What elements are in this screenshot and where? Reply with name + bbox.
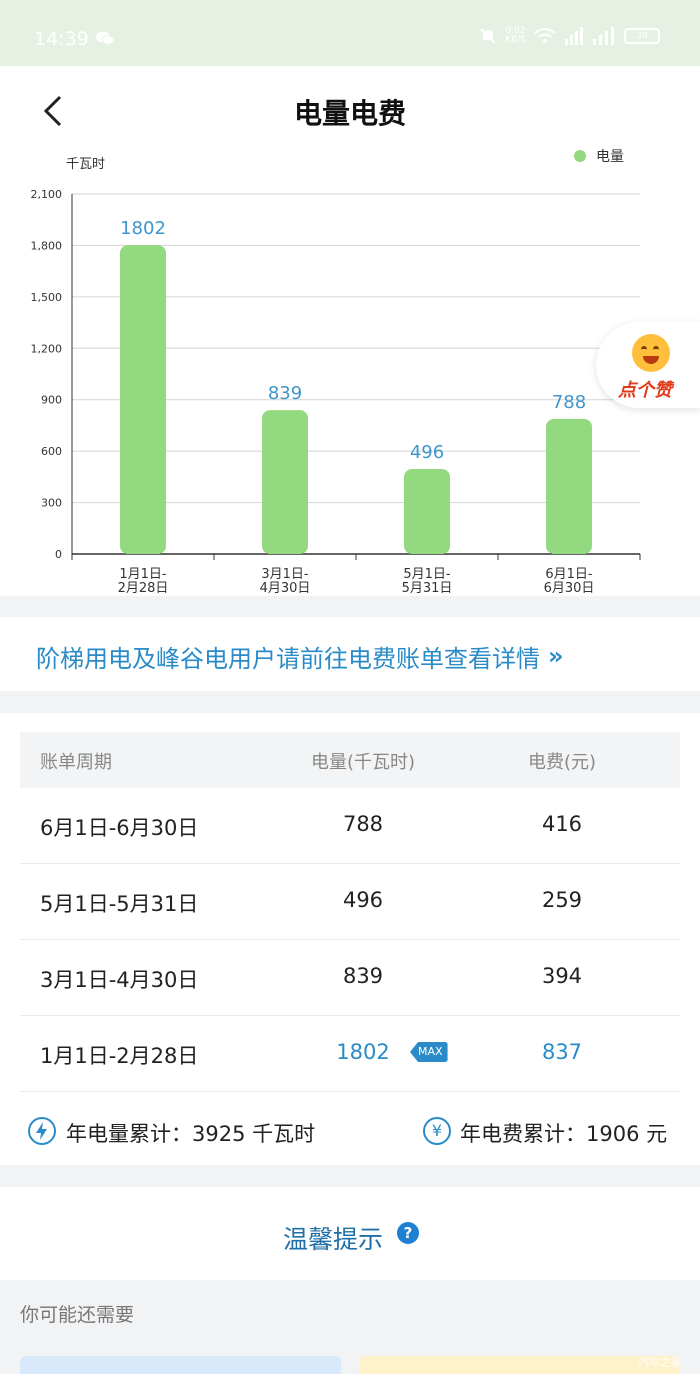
legend-swatch (574, 150, 586, 162)
y-unit-label: 千瓦时 (66, 157, 105, 172)
speed-unit: KB/S (505, 35, 526, 45)
table-row[interactable]: 3月1日-4月30日 839 394 (20, 940, 680, 1016)
smile-mouth (643, 356, 659, 364)
table-header: 账单周期 电量(千瓦时) 电费(元) (20, 732, 680, 788)
status-bar: 14:39 0.02 KB/S 38 (0, 0, 700, 66)
bar (262, 410, 308, 554)
row-period: 1月1日-2月28日 (40, 1044, 199, 1068)
like-button[interactable]: 点个赞 (596, 322, 700, 408)
x-tick-label: 3月1日- (261, 567, 309, 582)
x-tick-label: 4月30日 (260, 581, 311, 596)
question-icon[interactable]: ? (397, 1222, 419, 1244)
row-kwh: 496 (342, 888, 384, 912)
bar-value-label: 788 (552, 392, 586, 413)
x-tick-label: 6月30日 (544, 581, 595, 596)
bar (546, 418, 592, 554)
row-kwh: 788 (342, 812, 384, 836)
row-kwh: 839 (342, 964, 384, 988)
mute-bell-icon (480, 28, 496, 44)
x-tick-label: 1月1日- (119, 567, 167, 582)
y-tick-label: 300 (41, 497, 62, 510)
annual-totals: 年电量累计：3925 千瓦时 ¥ 年电费累计：1906 元 (0, 1111, 700, 1153)
table-row[interactable]: 1月1日-2月28日 1802 MAX 837 (20, 1016, 680, 1092)
battery-icon: 38 (624, 28, 660, 44)
recommend-card[interactable] (20, 1356, 341, 1374)
status-icons: 0.02 KB/S 38 (479, 27, 660, 45)
bar-value-label: 1802 (120, 218, 166, 239)
status-time: 14:39 (34, 28, 89, 50)
signal-icon (565, 27, 583, 45)
row-kwh: 1802 (336, 1040, 390, 1064)
signal-icon-2 (593, 27, 614, 45)
lightning-icon (28, 1117, 56, 1145)
y-tick-label: 1,500 (31, 291, 63, 304)
bill-detail-text: 阶梯用电及峰谷电用户请前往电费账单查看详情 (36, 645, 540, 673)
table-row[interactable]: 6月1日-6月30日 788 416 (20, 788, 680, 864)
y-tick-label: 2,100 (31, 188, 63, 201)
row-fee: 837 (541, 1040, 583, 1064)
smile-face-icon (632, 334, 670, 372)
bar-chart: 千瓦时 电量 0 300 600 900 1,200 1,500 1,800 2,100 1802 1… (31, 149, 641, 596)
y-tick-label: 1,800 (31, 239, 63, 252)
annual-kwh-total: 年电量累计：3925 千瓦时 (66, 1122, 316, 1146)
annual-fee-total: 年电费累计：1906 元 (460, 1122, 668, 1146)
bar (404, 468, 450, 554)
x-tick-label: 5月1日- (403, 567, 451, 582)
tips-section[interactable]: 温馨提示 ? (0, 1187, 700, 1280)
table-row[interactable]: 5月1日-5月31日 496 259 (20, 864, 680, 940)
y-tick-label: 900 (41, 394, 62, 407)
y-tick-label: 0 (55, 548, 62, 561)
max-badge: MAX (410, 1042, 448, 1062)
row-fee: 259 (541, 888, 583, 912)
wifi-icon (534, 28, 556, 43)
bill-table: 账单周期 电量(千瓦时) 电费(元) 6月1日-6月30日 788 416 5月… (0, 713, 700, 1165)
speed-value: 0.02 (505, 26, 526, 36)
wechat-icon (96, 31, 115, 45)
double-chevron-right-icon: » (548, 642, 563, 670)
bar (120, 245, 166, 554)
bar-value-label: 496 (410, 442, 444, 463)
header-kwh: 电量(千瓦时) (310, 752, 416, 773)
back-arrow-icon[interactable] (40, 94, 66, 128)
recommend-section: 你可能还需要 汽车之家 (0, 1280, 700, 1374)
network-speed: 0.02 KB/S (505, 27, 526, 45)
x-tick-label: 2月28日 (118, 581, 169, 596)
watermark: 汽车之家 (638, 1356, 682, 1369)
bar-value-label: 839 (268, 383, 302, 404)
row-period: 5月1日-5月31日 (40, 892, 199, 916)
row-fee: 394 (541, 964, 583, 988)
recommend-card[interactable] (359, 1356, 680, 1374)
header-fee: 电费(元) (527, 752, 597, 773)
header-period: 账单周期 (40, 752, 112, 773)
row-period: 3月1日-4月30日 (40, 968, 199, 992)
y-tick-label: 1,200 (31, 342, 63, 355)
like-label: 点个赞 (618, 380, 672, 401)
x-tick-label: 6月1日- (545, 567, 593, 582)
row-period: 6月1日-6月30日 (40, 816, 199, 840)
legend-label: 电量 (596, 149, 624, 165)
usage-chart: 千瓦时 电量 0 300 600 900 1,200 1,500 1,800 2,100 1802 1… (0, 148, 700, 596)
row-fee: 416 (541, 812, 583, 836)
bill-detail-link[interactable]: 阶梯用电及峰谷电用户请前往电费账单查看详情 » (0, 617, 700, 691)
x-tick-label: 5月31日 (402, 581, 453, 596)
yen-icon: ¥ (423, 1117, 451, 1145)
page-title: 电量电费 (293, 97, 406, 130)
y-tick-label: 600 (41, 445, 62, 458)
recommend-label: 你可能还需要 (20, 1304, 135, 1326)
tips-title: 温馨提示 (283, 1225, 384, 1254)
header: 电量电费 (0, 66, 700, 154)
